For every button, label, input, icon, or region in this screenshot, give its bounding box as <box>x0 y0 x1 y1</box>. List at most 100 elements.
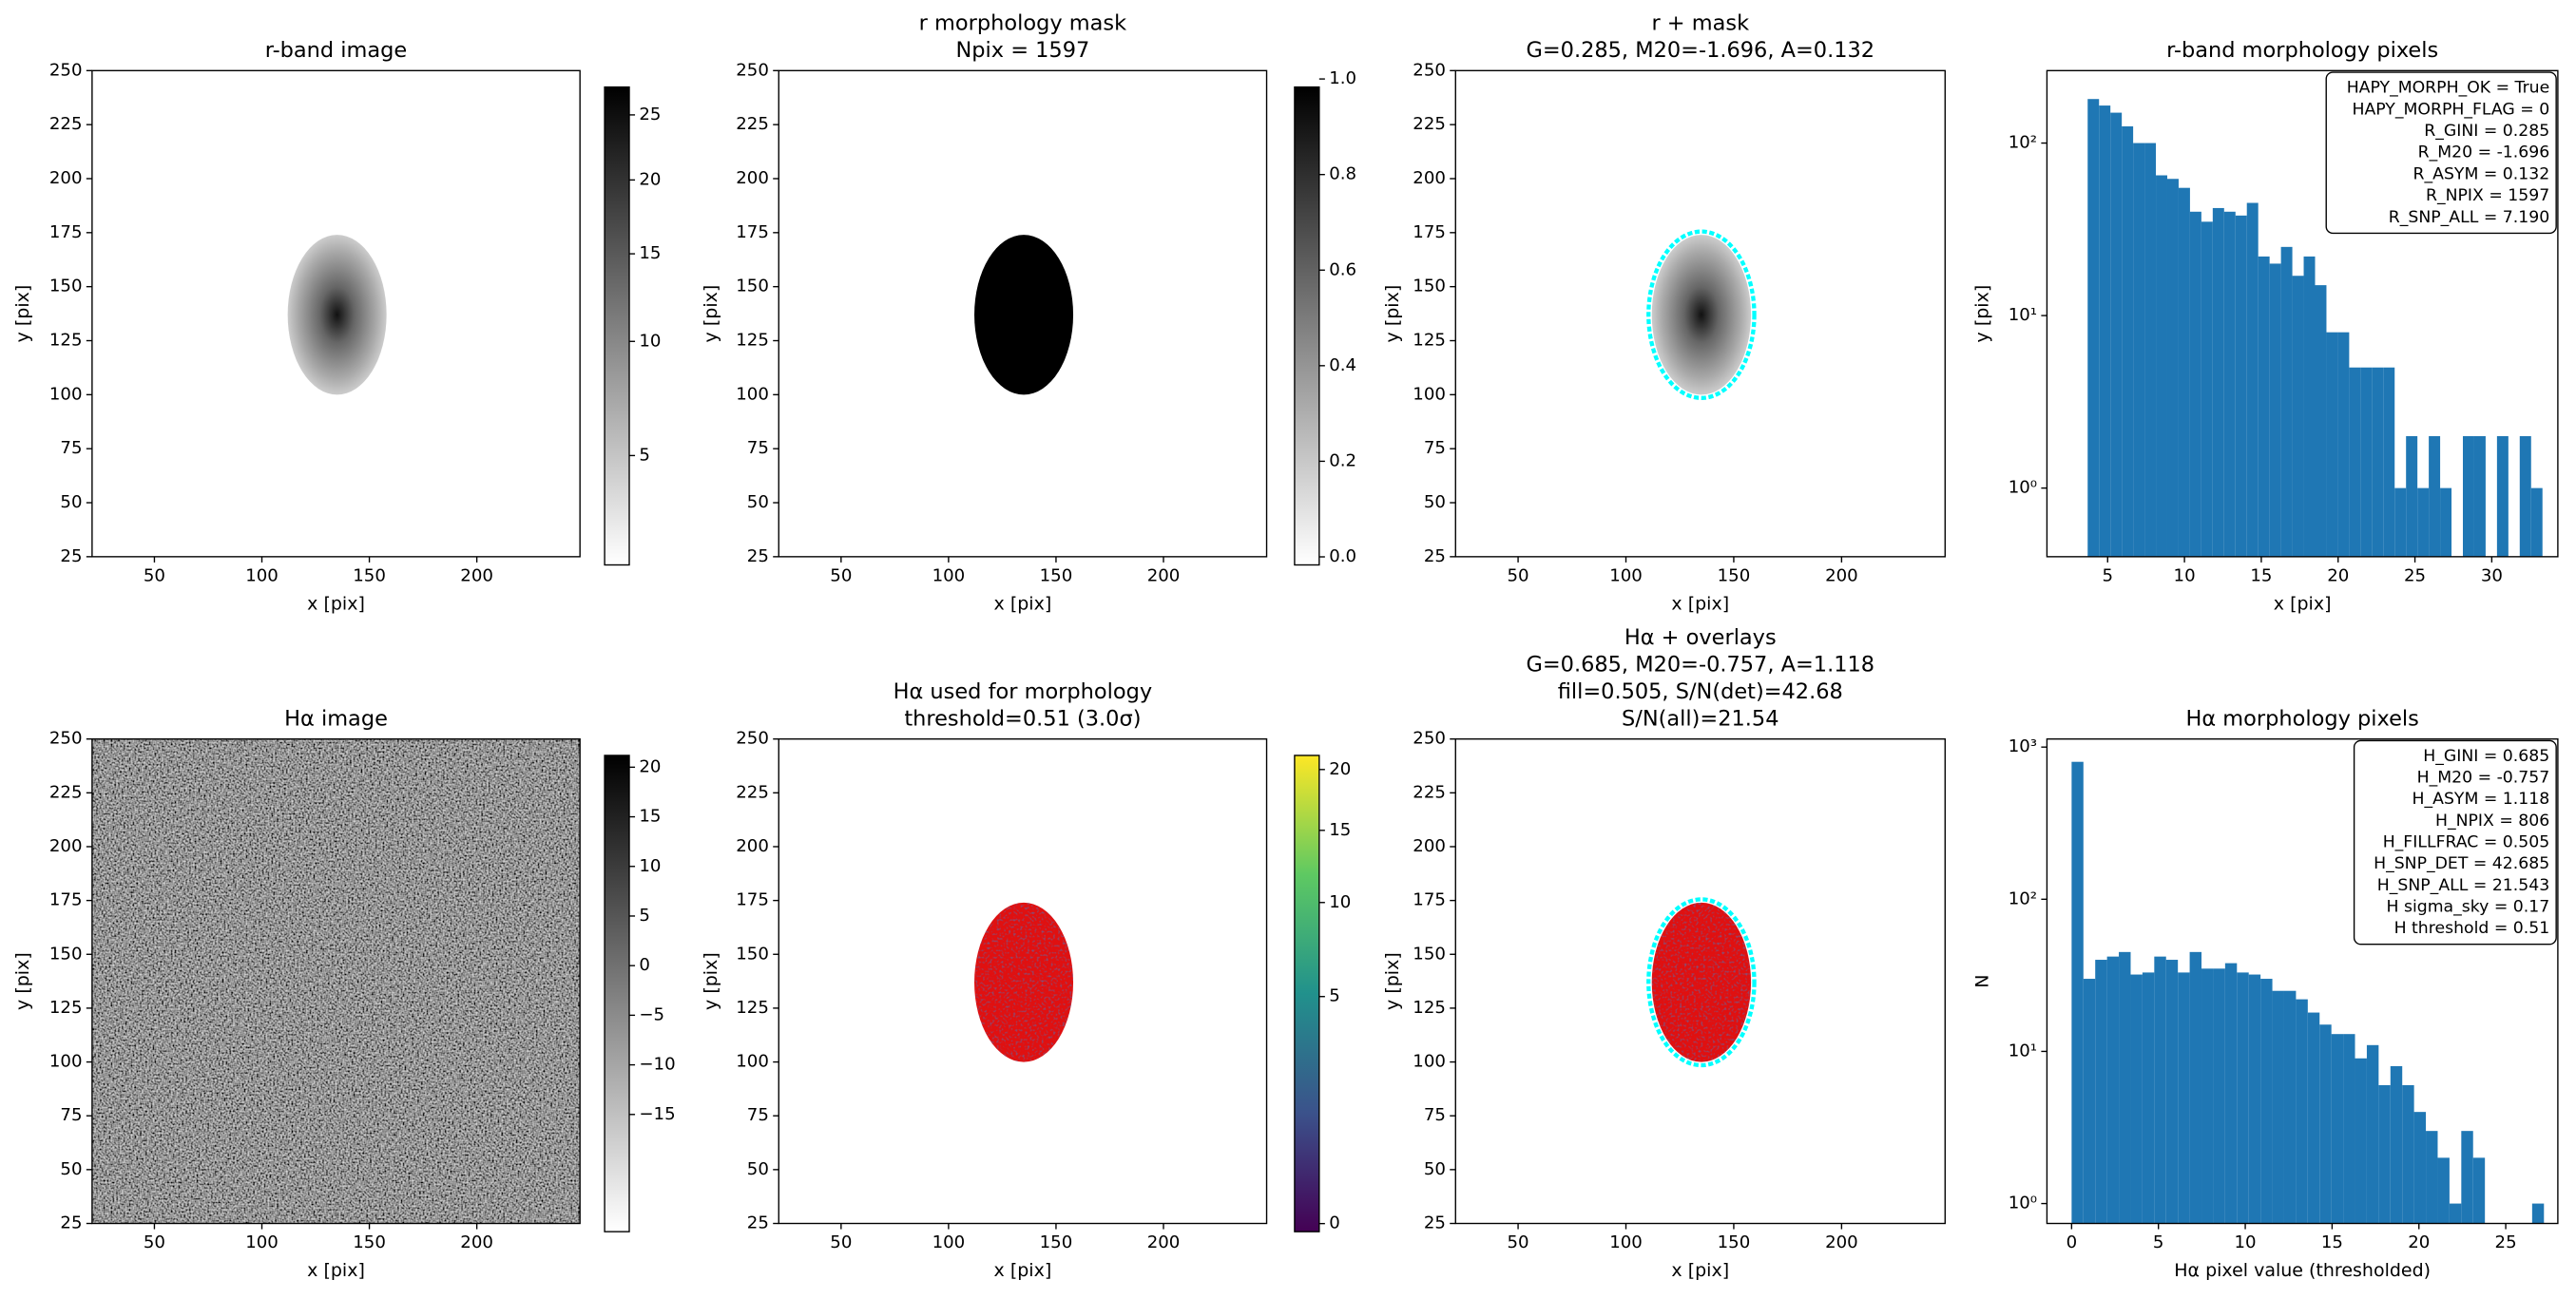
y-tick-label: 50 <box>60 492 82 512</box>
axes-frame <box>778 737 1268 1225</box>
source-image <box>1651 235 1752 395</box>
x-tick-label: 200 <box>1825 1232 1858 1252</box>
hist-bar <box>2189 951 2202 1224</box>
colorbar-tick-label: 0 <box>639 955 650 975</box>
pixel-speckle <box>974 902 1074 1062</box>
y-tick-label: 25 <box>60 1213 82 1233</box>
hist-bar <box>2473 435 2486 557</box>
annotation-line: H_NPIX = 806 <box>2435 812 2549 831</box>
y-tick-label: 75 <box>747 438 769 458</box>
y-axis-label: y [pix] <box>12 285 33 343</box>
hist-bar <box>2496 435 2509 557</box>
annotation-line: H sigma_sky = 0.17 <box>2387 898 2550 917</box>
y-tick-label: 250 <box>49 729 83 749</box>
y-tick-label: 250 <box>1413 729 1446 749</box>
y-tick-label: 100 <box>49 384 83 404</box>
y-tick-label: 200 <box>49 168 83 188</box>
panel-title: Hα morphology pixels <box>2185 706 2418 731</box>
x-tick-label: 100 <box>1609 1232 1643 1252</box>
panel-title: fill=0.505, S/N(det)=42.68 <box>1558 679 1843 704</box>
y-tick-label: 10⁰ <box>2009 1194 2037 1213</box>
y-tick-label: 225 <box>736 782 769 802</box>
colorbar-tick-label: 0.0 <box>1329 546 1356 566</box>
hist-bar <box>2280 246 2293 557</box>
x-axis-label: Hα pixel value (thresholded) <box>2174 1260 2431 1281</box>
y-tick-label: 150 <box>736 944 769 964</box>
annotation-line: H_M20 = -0.757 <box>2417 769 2550 788</box>
hist-bar <box>2390 1065 2403 1224</box>
hist-bar <box>2087 99 2100 557</box>
y-axis-label: N <box>1972 974 1993 987</box>
hist-bar <box>2303 256 2316 557</box>
annotation-box <box>2353 739 2557 946</box>
annotation-line: R_SNP_ALL = 7.190 <box>2389 208 2549 227</box>
hist-bar <box>2413 1112 2427 1224</box>
hist-bar <box>2272 990 2284 1224</box>
x-tick-label: 50 <box>144 566 165 586</box>
y-tick-label: 175 <box>736 890 769 910</box>
x-tick-label: 200 <box>1825 566 1858 586</box>
axes-frame <box>1454 69 1946 558</box>
x-tick-label: 10 <box>2235 1232 2257 1252</box>
x-tick-label: 200 <box>460 566 493 586</box>
annotation-line: H_ASYM = 1.118 <box>2413 790 2550 809</box>
hist-bar <box>2315 285 2327 557</box>
x-tick-label: 0 <box>2067 1232 2078 1252</box>
x-tick-label: 150 <box>353 1232 386 1252</box>
plot-area <box>1646 897 1757 1068</box>
panel: 50 100 150 200255075100125150175200225250x … <box>1382 625 1946 1281</box>
colorbar <box>1294 86 1320 566</box>
panel: 50 100 150 200255075100125150175200225250x … <box>701 679 1351 1281</box>
hist-bar <box>2083 979 2096 1224</box>
x-tick-label: 200 <box>460 1232 493 1252</box>
x-tick-label: 150 <box>1040 566 1073 586</box>
annotation-line: H_GINI = 0.685 <box>2423 747 2549 766</box>
hist-bar <box>2402 1084 2414 1224</box>
hist-bar <box>2440 487 2452 557</box>
colorbar-tick-label: 15 <box>639 243 661 263</box>
hist-bar <box>2106 956 2120 1224</box>
y-tick-label: 25 <box>1424 1213 1446 1233</box>
y-tick-label: 50 <box>747 1159 769 1179</box>
hist-bar <box>2292 276 2304 557</box>
image-noise <box>91 738 581 1224</box>
hist-bar <box>2372 367 2384 557</box>
y-tick-label: 175 <box>736 222 769 242</box>
hist-bar <box>2319 1024 2332 1224</box>
hist-bar <box>2530 487 2543 557</box>
y-tick-label: 225 <box>1413 114 1446 134</box>
mask-contour <box>1646 897 1757 1068</box>
hist-bar <box>2248 974 2261 1224</box>
colorbar-tick-label: 20 <box>639 756 661 776</box>
hist-bar <box>2462 435 2474 557</box>
source-image <box>287 235 387 395</box>
x-axis-label: x [pix] <box>307 593 365 614</box>
panel-title: Hα used for morphology <box>894 679 1153 704</box>
axes-frame <box>91 737 581 1225</box>
colorbar-tick-label: 20 <box>639 169 661 189</box>
hist-bar <box>2246 202 2259 557</box>
hist-bar <box>2326 332 2338 557</box>
y-tick-label: 175 <box>49 222 83 242</box>
hist-bar <box>2331 1034 2344 1224</box>
panel: 50 100 150 200255075100125150175200225250x … <box>12 38 662 614</box>
annotation-line: HAPY_MORPH_FLAG = 0 <box>2352 100 2549 119</box>
annotation-line: R_NPIX = 1597 <box>2426 186 2549 205</box>
mask-image <box>974 235 1074 395</box>
plot-area <box>1646 229 1757 400</box>
annotation-box <box>2325 71 2557 235</box>
hist-bar <box>2343 1034 2355 1224</box>
y-tick-label: 200 <box>736 836 769 856</box>
colorbar-tick-label: 0.8 <box>1329 164 1356 184</box>
hist-bar <box>2383 367 2395 557</box>
annotation-line: HAPY_MORPH_OK = True <box>2347 79 2550 98</box>
x-axis-label: x [pix] <box>307 1260 365 1281</box>
annotation-line: H_FILLFRAC = 0.505 <box>2383 833 2550 852</box>
axes-frame <box>1454 737 1946 1225</box>
x-tick-label: 25 <box>2404 566 2426 586</box>
colorbar-tick-label: 25 <box>639 105 661 124</box>
panel-title: S/N(all)=21.54 <box>1622 706 1778 731</box>
hist-bar <box>2212 207 2224 557</box>
hist-bar <box>2519 435 2531 557</box>
